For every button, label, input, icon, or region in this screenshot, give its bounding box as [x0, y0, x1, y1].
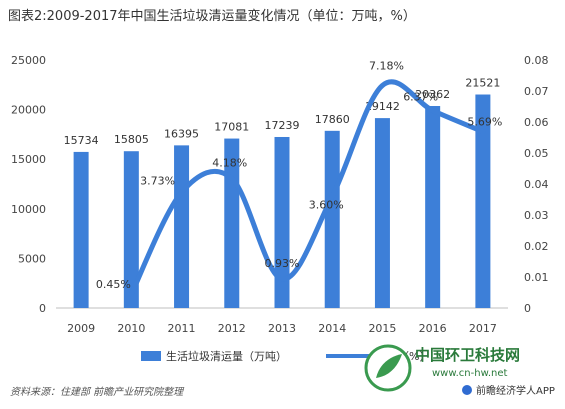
left-tick-label: 10000 — [11, 203, 46, 216]
bar-label: 20362 — [415, 88, 450, 101]
x-tick-label: 2017 — [469, 322, 497, 335]
x-tick-label: 2011 — [168, 322, 196, 335]
left-tick-label: 25000 — [11, 54, 46, 67]
bar-label: 15734 — [64, 134, 99, 147]
right-axis: 0 0.01 0.02 0.03 0.04 0.05 0.06 0.07 0.08 — [524, 54, 549, 315]
app-logo-icon — [462, 385, 472, 395]
left-tick-label: 5000 — [18, 252, 46, 265]
x-tick-label: 2010 — [117, 322, 145, 335]
bar — [475, 94, 491, 308]
bar — [425, 106, 441, 308]
bar — [274, 136, 290, 308]
chart-title: 图表2:2009-2017年中国生活垃圾清运量变化情况（单位：万吨，%） — [8, 8, 416, 24]
x-tick-label: 2016 — [419, 322, 447, 335]
right-tick-label: 0.02 — [524, 240, 549, 253]
x-tick-label: 2012 — [218, 322, 246, 335]
legend-bar-label: 生活垃圾清运量（万吨） — [166, 349, 287, 363]
x-tick-label: 2015 — [368, 322, 396, 335]
bar — [324, 130, 340, 308]
right-tick-label: 0.08 — [524, 54, 549, 67]
left-tick-label: 20000 — [11, 104, 46, 117]
left-tick-label: 15000 — [11, 153, 46, 166]
bar — [374, 118, 390, 308]
bar — [73, 151, 89, 308]
line-label: 3.73% — [140, 174, 175, 187]
bar — [174, 145, 190, 308]
line-label: 7.18% — [369, 59, 404, 72]
growth-line — [128, 79, 486, 297]
bar-label: 19142 — [365, 100, 400, 113]
line-labels: 0.45% 3.73% 4.18% 0.93% 3.60% 7.18% 6.37% 5.69% — [96, 59, 503, 291]
right-tick-label: 0.06 — [524, 116, 549, 129]
watermark-main: 中国环卫科技网 — [415, 346, 520, 364]
x-tick-label: 2013 — [268, 322, 296, 335]
bar-label: 17860 — [315, 113, 350, 126]
x-tick-label: 2014 — [318, 322, 346, 335]
right-tick-label: 0.07 — [524, 85, 549, 98]
watermark-url: www.cn-hw.net — [432, 368, 508, 379]
line-label: 4.18% — [212, 156, 247, 169]
line-label: 6.37% — [403, 91, 438, 104]
line-label: 0.93% — [265, 257, 300, 270]
line-label: 0.45% — [96, 278, 131, 291]
right-tick-label: 0.04 — [524, 178, 549, 191]
x-axis-labels: 2009 2010 2011 2012 2013 2014 2015 2016 2017 — [67, 322, 497, 335]
bar — [123, 151, 139, 308]
bar-label: 16395 — [164, 127, 199, 140]
watermark-app: 前瞻经济学人APP — [476, 384, 555, 397]
line-label: 5.69% — [467, 116, 502, 129]
right-tick-label: 0.03 — [524, 209, 549, 222]
bar-label: 21521 — [465, 77, 500, 90]
legend-bar-swatch — [141, 351, 161, 361]
left-tick-label: 0 — [39, 302, 46, 315]
right-tick-label: 0.01 — [524, 271, 549, 284]
bar-labels: 15734 15805 16395 17081 17239 17860 19142 20362… — [64, 77, 501, 147]
right-tick-label: 0 — [524, 302, 531, 315]
bar-label: 17081 — [214, 121, 249, 134]
bar-label: 15805 — [114, 133, 149, 146]
bar-label: 17239 — [265, 119, 300, 132]
leaf-icon — [376, 354, 402, 378]
right-tick-label: 0.05 — [524, 147, 549, 160]
line-label: 3.60% — [309, 198, 344, 211]
x-tick-label: 2009 — [67, 322, 95, 335]
watermark-logo: 中国环卫科技网 www.cn-hw.net 前瞻经济学人APP — [364, 344, 555, 397]
source-note: 资料来源：住建部 前瞻产业研究院整理 — [10, 386, 185, 398]
left-axis: 0 5000 10000 15000 20000 25000 — [11, 54, 46, 315]
